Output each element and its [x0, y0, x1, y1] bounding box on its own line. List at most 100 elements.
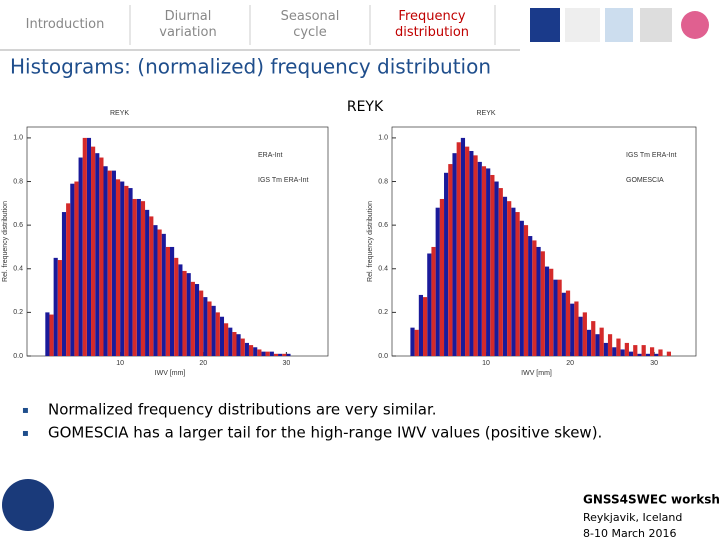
bar: [490, 174, 495, 356]
y-tick-label: 0.0: [378, 353, 388, 360]
bar: [586, 329, 592, 356]
bar: [540, 251, 545, 356]
tab: Frequency distribution: [395, 9, 469, 40]
bar: [182, 270, 187, 356]
y-tick-label: 0.4: [13, 266, 23, 273]
bar: [603, 342, 608, 356]
bar: [536, 246, 541, 356]
bar: [244, 342, 249, 356]
bar: [70, 183, 75, 356]
bar: [607, 334, 613, 356]
legend-entry: IGS Tm ERA-Int: [258, 177, 308, 184]
logo: [681, 11, 709, 39]
bar: [91, 146, 96, 356]
logo: [530, 8, 560, 42]
bar: [486, 168, 491, 356]
bar: [515, 212, 520, 356]
bar: [95, 153, 100, 356]
tab: Seasonal cycle: [281, 9, 340, 40]
bar: [528, 236, 533, 356]
bar: [410, 327, 415, 356]
bar: [444, 172, 449, 356]
bar: [128, 188, 133, 356]
tab-line: Diurnal: [165, 9, 212, 24]
footer: 8-10 March 2016: [583, 527, 676, 540]
bar: [66, 203, 71, 356]
logo: [2, 479, 54, 531]
bar: [78, 157, 83, 356]
x-label: IWV [mm]: [521, 370, 552, 377]
bar: [145, 209, 150, 356]
bar: [111, 170, 116, 356]
y-tick-label: 0.8: [13, 178, 23, 185]
bar: [448, 164, 453, 356]
bar: [153, 225, 158, 356]
x-tick-label: 20: [199, 360, 207, 367]
bar: [136, 198, 141, 356]
subtitle: REYK: [347, 99, 384, 115]
bar: [282, 353, 287, 356]
bar: [120, 181, 125, 356]
legend-entry: GOMESCIA: [626, 177, 664, 184]
bar: [107, 170, 112, 356]
tab: Diurnal variation: [159, 9, 216, 40]
bar: [473, 155, 478, 356]
bar: [612, 347, 617, 356]
bar: [561, 292, 566, 356]
legend-entry: ERA-Int: [258, 152, 283, 159]
bar: [211, 305, 216, 356]
bar: [265, 351, 270, 356]
bar: [582, 312, 587, 356]
bar: [553, 279, 558, 356]
bar: [633, 345, 638, 356]
footer: GNSS4SWEC workshop: [583, 493, 720, 507]
bar: [423, 297, 428, 356]
bar: [261, 351, 266, 356]
y-tick-label: 0.6: [13, 222, 23, 229]
bar: [278, 353, 283, 356]
logo: [640, 8, 672, 42]
tab-line: Seasonal: [281, 9, 340, 24]
bar: [161, 233, 166, 356]
bar: [174, 257, 179, 356]
bar: [248, 345, 254, 356]
bar: [140, 201, 146, 356]
bar: [654, 353, 659, 356]
bar: [658, 349, 663, 356]
bar: [203, 297, 208, 356]
logo: [605, 8, 633, 42]
bar: [82, 137, 87, 356]
bar: [616, 338, 621, 356]
bar: [257, 349, 262, 356]
bar: [544, 266, 550, 356]
bar: [431, 246, 436, 356]
bar: [57, 260, 62, 356]
y-tick-label: 0.2: [378, 309, 388, 316]
bullet-mark: ▪: [22, 405, 29, 416]
bar: [228, 327, 233, 356]
bar: [61, 212, 67, 356]
bar: [165, 246, 170, 356]
x-tick-label: 10: [482, 360, 490, 367]
bar: [511, 207, 516, 356]
bar: [224, 323, 229, 356]
bar: [507, 201, 512, 356]
bar: [207, 301, 212, 356]
bar: [591, 321, 596, 356]
bar: [523, 225, 529, 356]
bar: [240, 338, 245, 356]
bar: [49, 314, 54, 356]
bar: [628, 351, 634, 356]
y-tick-label: 0.4: [378, 266, 388, 273]
bar: [624, 342, 629, 356]
bar: [599, 327, 604, 356]
bar: [273, 353, 279, 356]
bar: [452, 153, 457, 356]
bar: [574, 301, 579, 356]
bar: [219, 316, 225, 356]
logo: [565, 8, 600, 42]
bar: [645, 353, 650, 356]
bar: [427, 253, 432, 356]
bar: [186, 273, 191, 356]
